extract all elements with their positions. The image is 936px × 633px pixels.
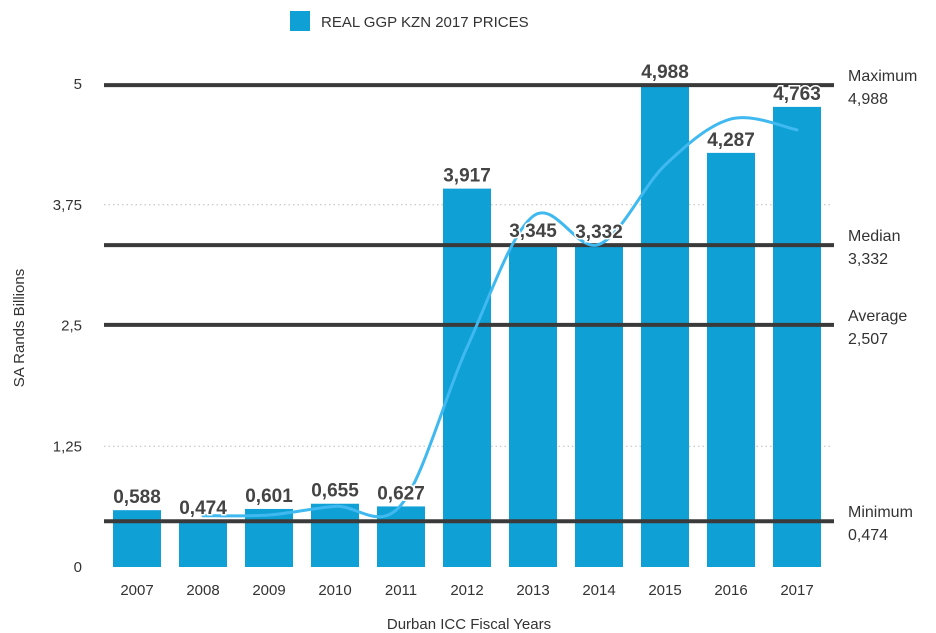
x-tick-label: 2014 (582, 582, 615, 599)
reference-value-average: 2,507 (848, 331, 888, 348)
data-label: 4,988 (641, 62, 689, 83)
bar (443, 188, 491, 567)
y-tick-label: 3,75 (53, 197, 82, 214)
bar (311, 503, 359, 567)
reference-value-minimum: 0,474 (848, 527, 888, 544)
x-axis-title: Durban ICC Fiscal Years (387, 616, 551, 633)
data-label: 0,588 (113, 487, 161, 508)
reference-name-minimum: Minimum (848, 504, 913, 521)
bar (509, 243, 557, 568)
x-tick-label: 2007 (120, 582, 153, 599)
legend: REAL GGP KZN 2017 PRICES (290, 11, 529, 31)
x-tick-label: 2015 (648, 582, 681, 599)
data-label: 3,917 (443, 166, 491, 187)
reference-value-maximum: 4,988 (848, 91, 888, 108)
x-axis-ticks: 2007 2008 2009 2010 2011 2012 2013 2014 2015 2016… (120, 582, 813, 599)
legend-label: REAL GGP KZN 2017 PRICES (321, 14, 529, 31)
x-tick-label: 2012 (450, 582, 483, 599)
data-label: 3,332 (575, 222, 623, 243)
data-label: 0,474 (179, 498, 227, 519)
bar (707, 152, 755, 567)
y-tick-label: 1,25 (53, 438, 82, 455)
reference-name-maximum: Maximum (848, 68, 917, 85)
bar (113, 510, 161, 567)
reference-lines (104, 83, 834, 524)
x-tick-label: 2011 (385, 582, 417, 599)
trend-line-group (201, 116, 799, 519)
bar (575, 245, 623, 568)
y-tick-label: 2,5 (61, 318, 82, 335)
data-label: 0,655 (311, 481, 359, 502)
x-tick-label: 2017 (780, 582, 813, 599)
reference-name-average: Average (848, 308, 907, 325)
data-label: 4,287 (707, 130, 755, 151)
x-tick-label: 2010 (318, 582, 351, 599)
y-tick-label: 5 (74, 76, 82, 93)
x-tick-label: 2009 (252, 582, 285, 599)
bar (245, 508, 293, 567)
reference-name-median: Median (848, 228, 900, 245)
data-label: 0,627 (377, 483, 425, 504)
data-labels: 0,588 0,474 0,601 0,655 0,627 3,917 3,345 3,332… (112, 61, 823, 521)
y-tick-label: 0 (74, 559, 82, 576)
bar (179, 521, 227, 567)
x-tick-label: 2008 (186, 582, 219, 599)
reference-labels: Maximum 4,988 Median 3,332 Average 2,507 Minim… (848, 68, 917, 544)
data-label: 0,601 (245, 486, 293, 507)
reference-value-median: 3,332 (848, 251, 888, 268)
data-label: 3,345 (509, 221, 557, 242)
bar (773, 106, 821, 568)
legend-swatch (290, 11, 310, 31)
y-axis-ticks: 0 1,25 2,5 3,75 5 (53, 76, 82, 576)
y-axis-title: SA Rands Billions (11, 269, 28, 387)
data-label: 4,763 (773, 84, 821, 105)
x-tick-label: 2013 (516, 582, 549, 599)
x-tick-label: 2016 (714, 582, 747, 599)
trend-line (201, 116, 799, 519)
